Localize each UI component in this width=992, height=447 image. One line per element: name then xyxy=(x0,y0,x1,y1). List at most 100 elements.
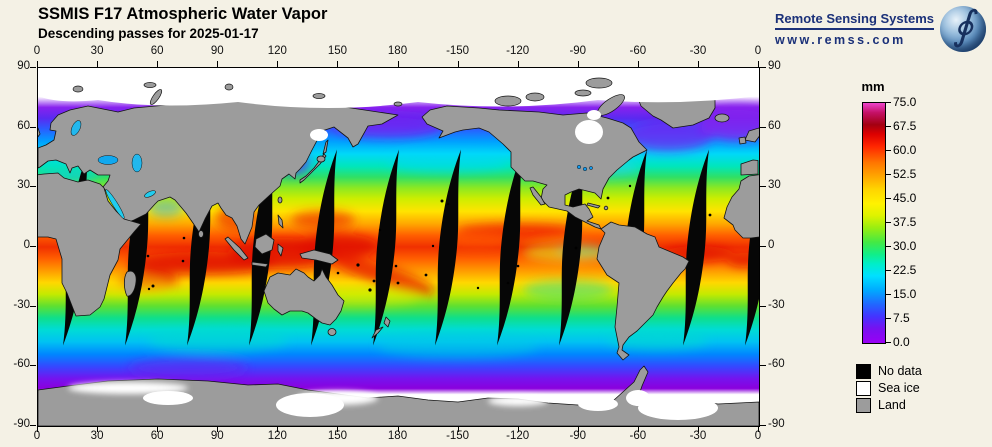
lat-tick-left xyxy=(30,365,36,367)
lon-label-bottom: 0 xyxy=(754,430,762,442)
lon-label-top: -150 xyxy=(446,45,470,57)
lon-label-bottom: -30 xyxy=(689,430,707,442)
colorbar-tick-mark xyxy=(886,102,891,103)
page-subtitle: Descending passes for 2025-01-17 xyxy=(38,26,259,41)
lon-tick-bottom xyxy=(277,426,279,432)
lon-tick-top xyxy=(37,61,38,67)
lon-label-bottom: 150 xyxy=(327,430,347,442)
lat-tick-right xyxy=(760,67,766,68)
lat-tick-left xyxy=(30,246,36,247)
colorbar-tick-mark xyxy=(886,246,891,247)
earth-globe-icon: ∮ xyxy=(940,3,986,52)
colorbar xyxy=(862,102,886,344)
lat-label-right: -60 xyxy=(768,358,785,371)
lat-tick-right xyxy=(760,365,766,367)
lat-label-right: -30 xyxy=(768,298,785,311)
lon-label-bottom: 30 xyxy=(90,430,104,442)
lon-label-top: 180 xyxy=(387,45,408,57)
lon-tick-top xyxy=(637,61,639,67)
lat-tick-right xyxy=(760,126,766,128)
lon-label-top: -90 xyxy=(569,45,587,57)
world-map-frame xyxy=(37,67,760,427)
lat-tick-left xyxy=(30,425,36,426)
lon-tick-top xyxy=(457,61,459,67)
legend-swatch-land xyxy=(856,397,871,413)
lon-tick-top xyxy=(577,61,579,67)
colorbar-tick-label: 60.0 xyxy=(893,143,917,157)
lon-tick-bottom xyxy=(97,426,99,432)
lon-tick-top xyxy=(277,61,279,67)
remss-logo-text: Remote Sensing Systems www.remss.com xyxy=(775,11,934,47)
lon-label-top: -30 xyxy=(689,45,707,57)
lon-label-top: 150 xyxy=(327,45,347,57)
colorbar-tick-mark xyxy=(886,150,891,151)
lon-label-bottom: 120 xyxy=(267,430,287,442)
arctic-islands xyxy=(72,77,625,116)
lon-label-top: 120 xyxy=(267,45,287,57)
lat-tick-right xyxy=(760,246,766,247)
lon-label-bottom: -150 xyxy=(446,430,470,442)
map-legend: No data Sea ice Land xyxy=(856,363,922,415)
colorbar-tick-label: 22.5 xyxy=(893,263,917,277)
lon-tick-top xyxy=(397,61,399,67)
lon-tick-bottom xyxy=(217,426,219,432)
legend-swatch-no-data xyxy=(856,363,871,379)
page-title: SSMIS F17 Atmospheric Water Vapor xyxy=(38,5,328,23)
lon-tick-bottom xyxy=(397,426,399,432)
sea-ice-patches xyxy=(68,110,718,420)
lon-label-top: -120 xyxy=(506,45,530,57)
remss-url-link[interactable]: www.remss.com xyxy=(775,33,906,47)
colorbar-tick-label: 7.5 xyxy=(893,311,910,325)
lat-label-left: 60 xyxy=(17,119,30,132)
lon-tick-bottom xyxy=(457,426,459,432)
lat-label-left: 0 xyxy=(23,239,30,251)
lat-tick-left xyxy=(30,67,36,68)
lon-label-bottom: -120 xyxy=(506,430,530,442)
colorbar-tick-label: 15.0 xyxy=(893,287,917,301)
lon-tick-top xyxy=(517,61,519,67)
lat-label-left: 90 xyxy=(17,60,30,72)
remss-logo: Remote Sensing Systems www.remss.com ∮ xyxy=(775,3,986,52)
island-specks xyxy=(146,184,740,292)
legend-swatch-sea-ice xyxy=(856,380,871,396)
colorbar-tick-label: 30.0 xyxy=(893,239,917,253)
lat-label-right: -90 xyxy=(768,418,785,430)
lon-tick-bottom xyxy=(758,426,759,432)
lon-label-top: 0 xyxy=(33,45,41,57)
integral-symbol-icon: ∮ xyxy=(952,3,974,49)
lat-tick-left xyxy=(30,126,36,128)
lat-label-left: -90 xyxy=(13,418,30,430)
lon-label-top: 60 xyxy=(150,45,164,57)
lat-label-right: 30 xyxy=(768,179,781,192)
lat-tick-right xyxy=(760,425,766,426)
lon-tick-bottom xyxy=(517,426,519,432)
inland-seas xyxy=(70,120,593,219)
lon-tick-top xyxy=(758,61,759,67)
lon-tick-bottom xyxy=(337,426,339,432)
colorbar-tick-mark xyxy=(886,126,891,127)
legend-row: No data xyxy=(856,363,922,379)
water-vapor-map xyxy=(38,68,759,426)
colorbar-tick-label: 75.0 xyxy=(893,95,917,109)
arctic-sea-ice xyxy=(38,68,759,108)
lat-tick-left xyxy=(30,305,36,307)
lon-tick-top xyxy=(337,61,339,67)
colorbar-tick-mark xyxy=(886,198,891,199)
legend-row: Sea ice xyxy=(856,380,922,396)
lon-label-bottom: 90 xyxy=(210,430,224,442)
colorbar-tick-mark xyxy=(886,174,891,175)
colorbar-tick-label: 67.5 xyxy=(893,119,917,133)
colorbar-tick-label: 45.0 xyxy=(893,191,917,205)
lon-tick-top xyxy=(217,61,219,67)
lat-tick-left xyxy=(30,186,36,188)
lat-label-left: -60 xyxy=(13,358,30,371)
lon-tick-bottom xyxy=(37,426,38,432)
lon-label-bottom: -90 xyxy=(569,430,587,442)
lat-label-left: 30 xyxy=(17,179,30,192)
legend-row: Land xyxy=(856,397,922,413)
lon-tick-bottom xyxy=(637,426,639,432)
lon-label-top: -60 xyxy=(629,45,647,57)
lon-tick-bottom xyxy=(157,426,159,432)
lon-tick-bottom xyxy=(697,426,699,432)
colorbar-tick-label: 0.0 xyxy=(893,335,910,349)
